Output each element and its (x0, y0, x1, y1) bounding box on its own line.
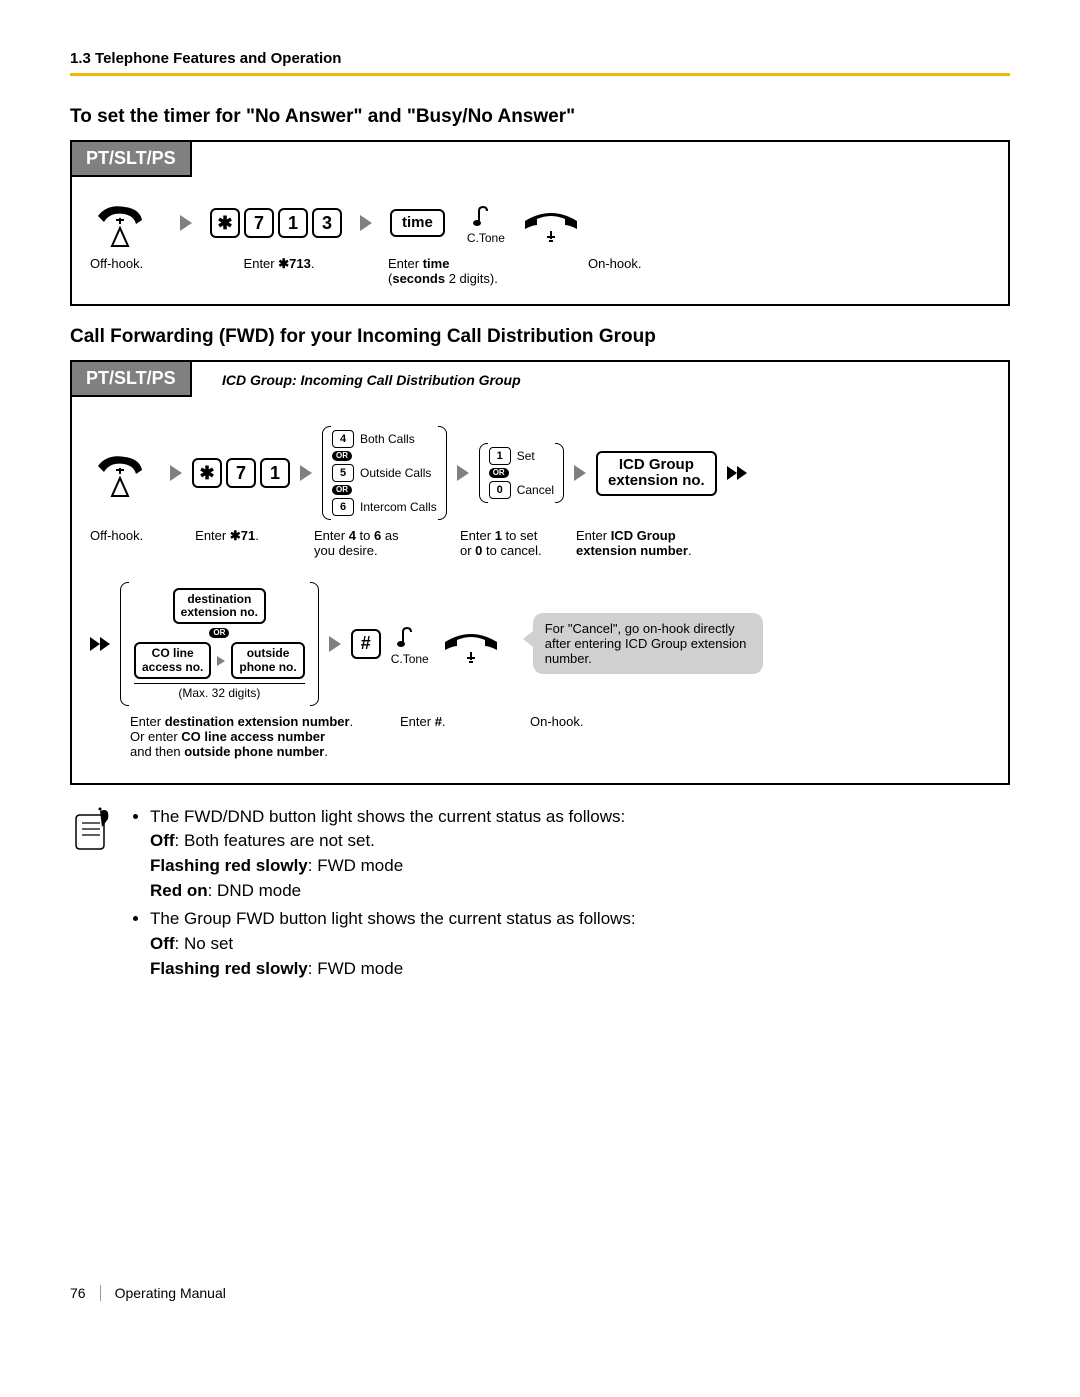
key-sequence: ✱ 7 1 3 (210, 208, 342, 238)
icd-note: ICD Group: Incoming Call Distribution Gr… (222, 372, 521, 388)
arrow-icon (457, 465, 469, 481)
ctone-icon (391, 622, 421, 652)
key-sequence: ✱ 7 1 (192, 458, 290, 488)
arrow-icon (360, 215, 372, 231)
digit-key: 7 (226, 458, 256, 488)
offhook-icon (90, 198, 150, 248)
page-footer: 76 Operating Manual (70, 1285, 1010, 1301)
onhook-icon (519, 203, 583, 243)
option-group-setcancel: 1Set OR 0Cancel (479, 443, 564, 503)
option-group-calls: 4Both Calls OR 5Outside Calls OR 6Interc… (322, 426, 447, 520)
ctone-icon (467, 201, 497, 231)
continue-arrow (90, 637, 110, 651)
continue-arrow (727, 466, 747, 480)
ctone-label: C.Tone (467, 231, 505, 245)
caption: Off-hook. (90, 256, 170, 286)
cancel-callout: For "Cancel", go on-hook directly after … (533, 613, 763, 674)
arrow-icon (574, 465, 586, 481)
onhook-icon (439, 624, 503, 664)
digit-key: 7 (244, 208, 274, 238)
arrow-icon (170, 465, 182, 481)
note-icon (70, 805, 114, 855)
procedure-tab: PT/SLT/PS (70, 360, 192, 397)
arrow-icon (180, 215, 192, 231)
section1-title: To set the timer for "No Answer" and "Bu… (70, 106, 1010, 128)
hash-key: # (351, 629, 381, 659)
arrow-icon (300, 465, 312, 481)
procedure-box-1: PT/SLT/PS ✱ 7 1 3 time C.Tone (70, 140, 1010, 306)
page-section-header: 1.3 Telephone Features and Operation (70, 50, 1010, 76)
notes-block: The FWD/DND button light shows the curre… (70, 805, 1010, 985)
footer-title: Operating Manual (115, 1285, 226, 1301)
caption: On-hook. (588, 256, 641, 286)
digit-key: 1 (260, 458, 290, 488)
star-key: ✱ (210, 208, 240, 238)
star-key: ✱ (192, 458, 222, 488)
procedure-tab: PT/SLT/PS (70, 140, 192, 177)
digit-key: 3 (312, 208, 342, 238)
icd-group-key: ICD Groupextension no. (596, 451, 717, 496)
offhook-icon (90, 448, 150, 498)
section2-title: Call Forwarding (FWD) for your Incoming … (70, 326, 1010, 348)
digit-key: 1 (278, 208, 308, 238)
page-number: 76 (70, 1285, 101, 1301)
procedure-box-2: PT/SLT/PS ICD Group: Incoming Call Distr… (70, 360, 1010, 785)
time-key: time (390, 209, 445, 238)
arrow-icon (329, 636, 341, 652)
destination-group: destinationextension no. OR CO lineacces… (120, 582, 319, 706)
